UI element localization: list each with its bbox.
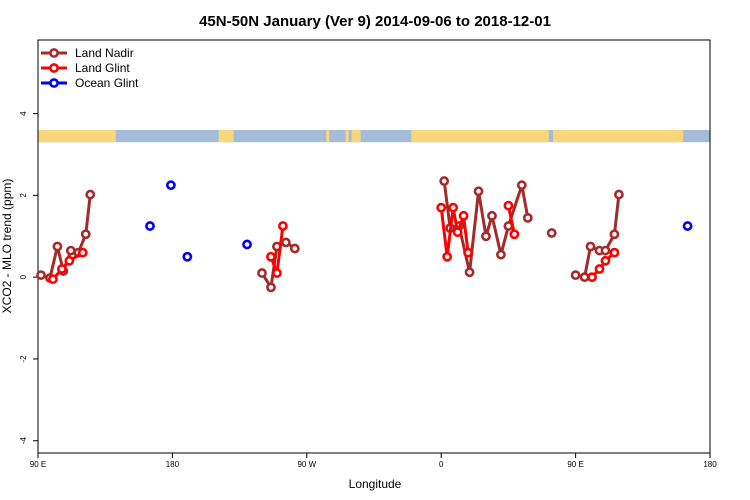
series-0-point-4-5	[609, 229, 620, 240]
legend-marker-2	[49, 78, 59, 88]
series-0-point-1-3	[280, 237, 291, 248]
x-axis-label: Longitude	[349, 477, 402, 491]
y-tick-label-4: 4	[19, 111, 28, 116]
land-ocean-strip	[38, 129, 710, 143]
legend-label-1: Land Glint	[75, 61, 130, 75]
x-tick-label-1: 180	[166, 460, 180, 469]
land-band-0	[38, 129, 116, 143]
series-0-point-4-2	[585, 241, 596, 252]
land-band-2	[326, 129, 330, 143]
series-0-point-4-0	[570, 270, 581, 281]
legend-label-0: Land Nadir	[75, 46, 134, 60]
series-0-point-0-7	[85, 189, 96, 200]
series-2-point-3	[242, 239, 252, 250]
y-tick-label-1: -2	[19, 355, 28, 363]
x-tick-label-0: 90 E	[30, 460, 46, 469]
y-tick-label-2: 0	[19, 274, 28, 279]
land-band-3	[345, 129, 349, 143]
series-1-point-1-2	[278, 221, 288, 231]
series-1	[48, 200, 620, 285]
series-1-point-4-3	[609, 247, 620, 258]
series-1-point-4-0	[587, 272, 597, 283]
series-1-point-4-2	[600, 255, 611, 266]
x-tick-label-2: 90 W	[297, 460, 316, 469]
series-1-point-0-2	[64, 255, 75, 266]
series-1-line-2	[439, 206, 470, 259]
series-0-point-1-1	[266, 282, 276, 293]
series-0-point-3-0	[546, 228, 557, 238]
series-1-point-2-5	[463, 247, 473, 258]
series-1-point-0-1	[56, 264, 67, 274]
chart-title: 45N-50N January (Ver 9) 2014-09-06 to 20…	[199, 13, 551, 30]
series-0-point-0-2	[52, 241, 63, 252]
series-2-point-1	[166, 180, 176, 191]
land-band-4	[351, 129, 361, 143]
x-tick-label-5: 180	[703, 460, 717, 469]
series-1-point-2-0	[436, 202, 447, 213]
series-2-point-0	[145, 221, 155, 231]
series-1-point-3-0	[503, 200, 514, 211]
land-band-1	[218, 129, 234, 143]
series-0-point-4-1	[579, 272, 590, 283]
y-axis: -4 -2 0 2 4	[19, 111, 38, 444]
series-0-point-2-10	[522, 212, 533, 223]
series-0-point-2-4	[473, 186, 484, 197]
legend-label-2: Ocean Glint	[75, 76, 139, 90]
series-0-point-2-6	[487, 210, 497, 221]
series-0-point-1-0	[257, 268, 267, 278]
series-1-point-2-2	[448, 202, 459, 213]
series-2-point-4	[682, 221, 693, 231]
x-tick-label-3: 0	[439, 460, 444, 469]
series-1-point-0-0	[48, 274, 58, 285]
series-1-point-1-1	[272, 268, 282, 278]
series-2-point-2	[182, 251, 193, 262]
land-band-6	[553, 129, 684, 143]
series-0-point-1-4	[289, 243, 300, 254]
x-axis: 90 E 180 90 W 0 90 E 180	[30, 453, 717, 469]
series-0-point-2-5	[481, 231, 491, 242]
series-0-point-2-0	[439, 176, 450, 186]
series-0-point-0-6	[80, 229, 91, 240]
series-0-point-2-9	[516, 180, 527, 191]
series-0-point-2-3	[464, 267, 475, 278]
y-axis-label: XCO2 - MLO trend (ppm)	[0, 179, 14, 314]
series-0-point-0-0	[36, 270, 46, 281]
y-tick-label-0: -4	[19, 437, 28, 445]
legend-marker-0	[49, 48, 59, 58]
series-1-line-4	[590, 251, 616, 279]
series-1-point-2-1	[442, 251, 453, 262]
land-band-5	[411, 129, 549, 143]
series-0-point-4-6	[614, 189, 624, 200]
series-0-point-0-4	[65, 245, 76, 256]
series-0	[36, 176, 624, 293]
series-0-point-4-4	[600, 245, 611, 256]
series-1-point-4-1	[594, 264, 605, 274]
series-0-point-2-7	[496, 249, 506, 260]
series-layer	[36, 176, 693, 293]
series-1-point-2-3	[452, 227, 463, 238]
series-1-point-1-0	[266, 251, 276, 262]
series-1-point-0-3	[77, 247, 88, 258]
x-tick-label-4: 90 E	[567, 460, 583, 469]
plot-frame	[37, 39, 711, 454]
legend-marker-1	[49, 63, 59, 73]
series-1-point-3-1	[509, 229, 520, 240]
y-tick-label-3: 2	[19, 193, 28, 198]
series-2	[145, 180, 693, 262]
series-1-line-0	[51, 251, 84, 281]
series-1-point-2-4	[458, 210, 469, 221]
